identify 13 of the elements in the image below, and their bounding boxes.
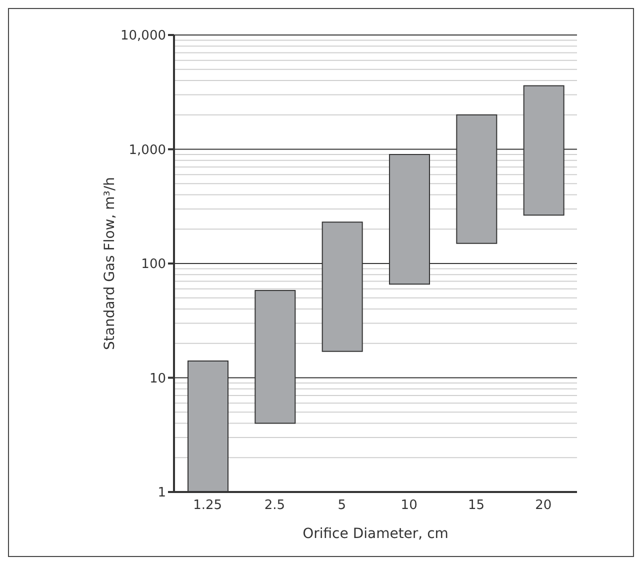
x-tick-label: 15 [468, 498, 485, 514]
x-tick-label: 5 [338, 498, 346, 514]
y-axis-title: Standard Gas Flow, m³/h [102, 176, 118, 350]
y-tick-label: 10 [149, 371, 166, 386]
x-tick-label: 10 [400, 498, 418, 514]
x-tick-label: 1.25 [193, 498, 222, 514]
y-tick-label: 10,000 [120, 28, 166, 44]
y-tick-label: 100 [141, 257, 166, 272]
y-tick-label: 1,000 [128, 142, 166, 158]
x-axis-title: Orifice Diameter, cm [302, 526, 448, 542]
x-tick-label: 2.5 [264, 498, 286, 514]
y-tick-label: 1 [158, 486, 166, 501]
x-tick-label: 20 [535, 498, 552, 514]
